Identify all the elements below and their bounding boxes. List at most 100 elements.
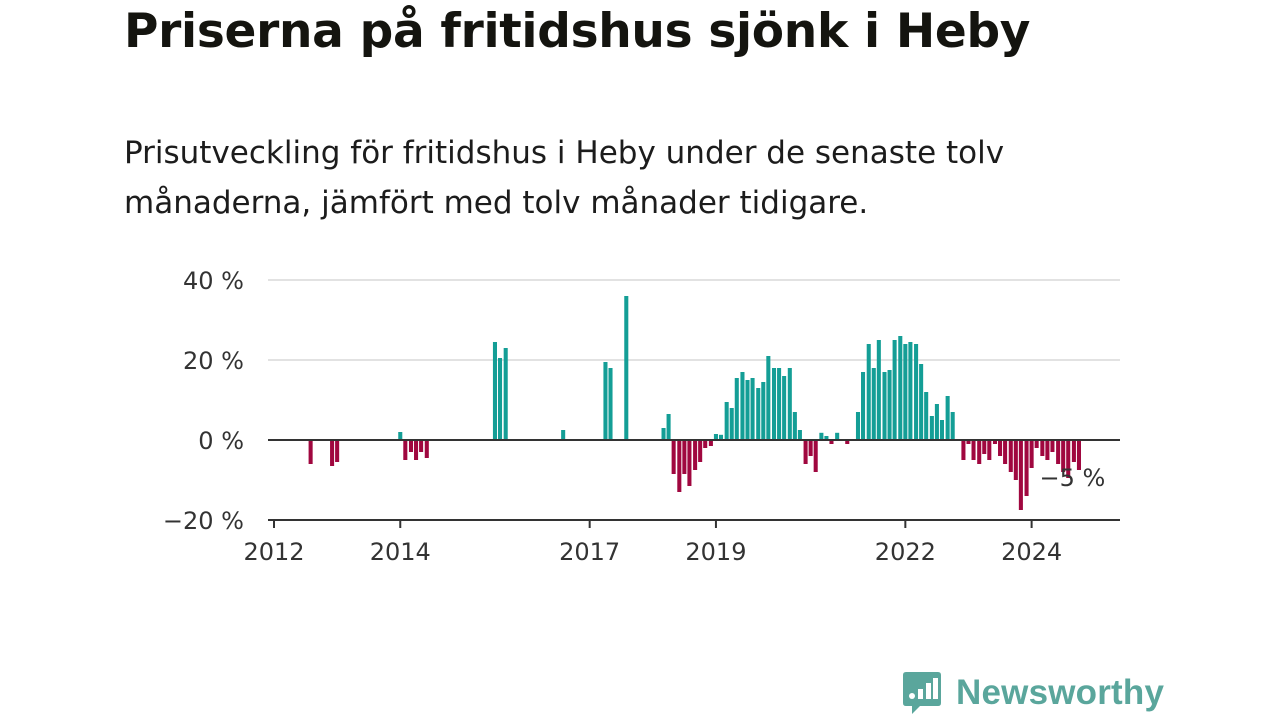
- x-tick-label: 2022: [875, 538, 936, 566]
- bar: [803, 440, 808, 464]
- bars-layer: [308, 296, 1081, 510]
- bar: [998, 440, 1003, 456]
- newsworthy-logo: Newsworthy: [902, 670, 1164, 716]
- bar: [414, 440, 419, 460]
- bar: [1003, 440, 1008, 464]
- bar: [971, 440, 976, 460]
- bar: [603, 362, 608, 440]
- x-tick-label: 2024: [1001, 538, 1062, 566]
- bar: [939, 420, 944, 440]
- bar: [787, 368, 792, 440]
- bar: [824, 436, 829, 440]
- bar: [977, 440, 982, 464]
- bar: [855, 412, 861, 440]
- grid-layer: [268, 279, 1120, 521]
- bar: [408, 440, 414, 452]
- bar: [945, 396, 950, 440]
- bar: [687, 440, 692, 486]
- bar: [1024, 440, 1029, 496]
- bar: [1013, 440, 1018, 480]
- chart-subtitle: Prisutveckling för fritidshus i Heby und…: [124, 135, 1005, 221]
- bar: [698, 440, 703, 462]
- y-tick-label: 0 %: [198, 427, 244, 455]
- bar: [797, 430, 802, 440]
- bar: [866, 344, 871, 440]
- newsworthy-logo-text: Newsworthy: [956, 673, 1165, 712]
- x-tick-label: 2019: [685, 538, 746, 566]
- bar: [908, 342, 913, 440]
- bar: [892, 340, 897, 440]
- bar: [750, 378, 755, 440]
- bar: [703, 440, 708, 448]
- bar: [624, 296, 629, 440]
- bar: [308, 440, 313, 464]
- bar: [808, 440, 813, 456]
- bar: [424, 440, 429, 458]
- bar: [861, 372, 866, 440]
- bar: [713, 434, 718, 440]
- bar: [929, 416, 934, 440]
- bar: [718, 434, 724, 440]
- bar-chart: −20 % 0 % 20 % 40 % 2012 2014 2017 2019 2022 2024…: [163, 267, 1120, 566]
- bar: [766, 356, 771, 440]
- bar: [882, 372, 887, 440]
- bar: [745, 380, 750, 440]
- bar: [819, 432, 824, 440]
- bar: [492, 342, 497, 440]
- y-tick-label: −20 %: [163, 507, 244, 535]
- bar: [330, 440, 335, 466]
- bar: [992, 440, 998, 444]
- bar: [335, 440, 340, 462]
- bar: [666, 414, 671, 440]
- bar: [497, 358, 503, 440]
- bar: [1034, 440, 1039, 448]
- bar: [1066, 440, 1071, 478]
- bar: [1018, 440, 1023, 510]
- bar: [708, 440, 713, 446]
- bar: [966, 440, 971, 444]
- bar: [734, 378, 739, 440]
- bar: [887, 370, 892, 440]
- bar: [419, 440, 424, 452]
- bar: [661, 428, 666, 440]
- bar: [1071, 440, 1076, 462]
- bar: [1029, 440, 1034, 468]
- last-value-annotation: −5 %: [1039, 464, 1105, 492]
- labels-layer: −20 % 0 % 20 % 40 % 2012 2014 2017 2019 2022 2024…: [163, 267, 1105, 566]
- bar: [503, 348, 508, 440]
- bar: [771, 368, 777, 440]
- bar: [871, 368, 876, 440]
- bar: [761, 382, 766, 440]
- bar: [1050, 440, 1055, 452]
- bar: [919, 364, 924, 440]
- bar: [792, 412, 797, 440]
- bar: [813, 440, 818, 472]
- bar: [845, 440, 850, 444]
- bar: [961, 440, 966, 460]
- bar: [914, 344, 919, 440]
- bar: [782, 376, 787, 440]
- chart-title: Priserna på fritidshus sjönk i Heby: [124, 4, 1031, 59]
- bar: [729, 408, 734, 440]
- bar: [398, 432, 403, 440]
- axis-layer: [268, 439, 1120, 528]
- bar: [740, 372, 745, 440]
- bar: [924, 392, 929, 440]
- newsworthy-logo-icon: [903, 672, 941, 714]
- bar: [561, 430, 566, 440]
- y-tick-label: 40 %: [183, 267, 244, 295]
- bar: [1076, 440, 1081, 470]
- bar: [903, 344, 908, 440]
- bar: [403, 440, 408, 460]
- y-tick-label: 20 %: [183, 347, 244, 375]
- bar: [982, 440, 987, 454]
- bar: [777, 368, 782, 440]
- bar: [693, 440, 698, 470]
- bar: [1056, 440, 1061, 464]
- bar: [876, 340, 881, 440]
- bar: [1045, 440, 1050, 460]
- bar: [1061, 440, 1066, 472]
- bar: [898, 336, 903, 440]
- bar: [756, 388, 761, 440]
- x-tick-label: 2017: [559, 538, 620, 566]
